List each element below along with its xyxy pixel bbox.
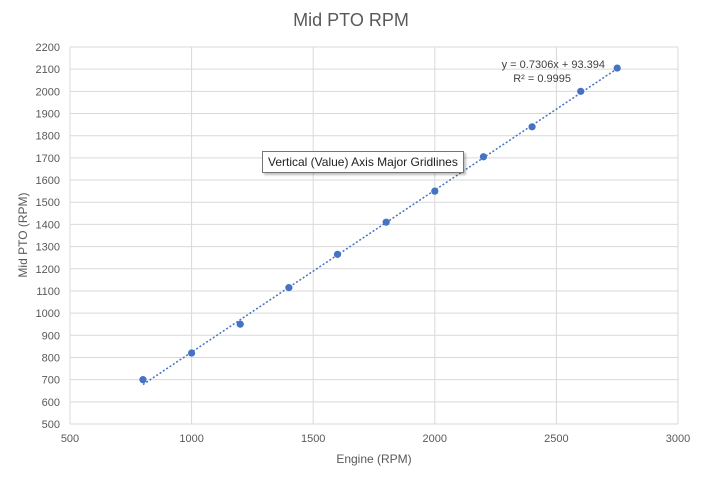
y-tick-label: 800 [42,352,60,364]
data-point[interactable] [139,376,147,384]
x-tick-label: 500 [61,433,79,445]
y-tick-label: 500 [42,419,60,431]
y-tick-label: 1600 [36,175,60,187]
x-tick-label: 2000 [423,433,447,445]
data-point[interactable] [479,153,488,161]
data-point[interactable] [528,123,536,131]
x-tick-label: 1000 [179,433,203,445]
chart-title[interactable]: Mid PTO RPM [293,10,409,30]
data-point[interactable] [285,284,293,292]
gridlines-tooltip: Vertical (Value) Axis Major Gridlines [262,151,464,173]
y-tick-label: 2000 [36,86,60,98]
data-point[interactable] [236,320,244,328]
x-tick-label: 1500 [301,433,325,445]
x-axis-title[interactable]: Engine (RPM) [336,452,411,466]
data-point[interactable] [431,187,439,195]
y-tick-label: 900 [42,330,60,342]
y-axis-title[interactable]: Mid PTO (RPM) [16,192,30,277]
x-tick-label: 3000 [666,433,690,445]
trendline[interactable] [142,67,618,386]
y-tick-label: 1900 [36,109,60,121]
gridlines[interactable] [69,46,679,425]
data-point[interactable] [613,64,621,72]
trendline-equation-label[interactable]: y = 0.7306x + 93.394 [502,59,605,71]
data-point[interactable] [188,349,196,357]
axis-ticks: 500 600 700 800 900 1000 1100 1200 1300 1400 1500 1… [36,42,691,445]
y-tick-label: 1500 [36,197,60,209]
x-tick-label: 2500 [544,433,568,445]
y-tick-label: 1700 [36,153,60,165]
data-point[interactable] [333,250,342,258]
trendline-group[interactable] [142,67,618,386]
data-point[interactable] [577,87,585,95]
y-tick-label: 1000 [36,308,60,320]
trendline-r2-label[interactable]: R² = 0.9995 [513,73,571,85]
y-tick-label: 1100 [36,286,60,298]
y-tick-label: 2100 [36,64,60,76]
data-point[interactable] [382,218,390,226]
y-tick-label: 600 [42,397,60,409]
y-tick-label: 2200 [36,42,60,54]
y-tick-label: 700 [42,375,60,387]
y-tick-label: 1800 [36,131,60,143]
y-tick-label: 1300 [36,242,60,254]
y-tick-label: 1400 [36,219,60,231]
y-tick-label: 1200 [36,264,60,276]
data-points[interactable] [139,64,621,384]
